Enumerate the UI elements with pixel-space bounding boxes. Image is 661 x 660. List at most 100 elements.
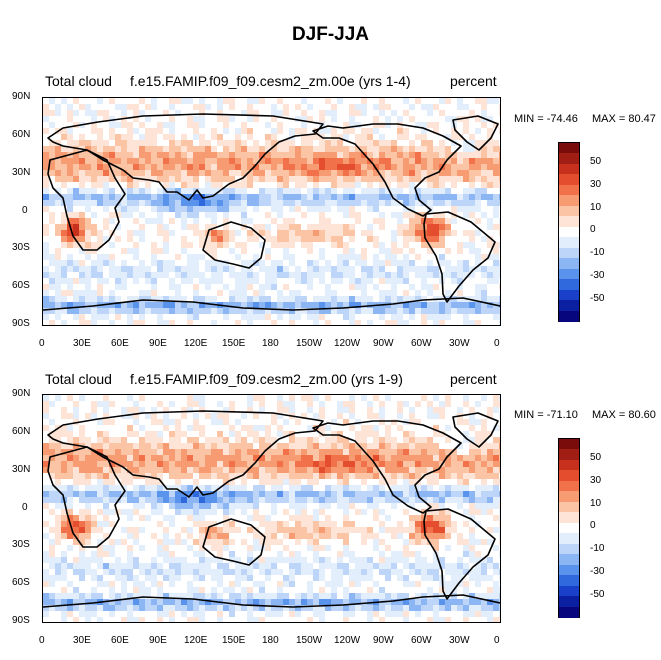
field-cell [475,515,482,522]
field-cell [289,248,296,255]
field-cell [421,122,428,129]
field-cell [289,407,296,414]
field-cell [343,158,350,165]
field-cell [193,290,200,297]
field-cell [337,278,344,285]
field-cell [481,284,488,291]
field-cell [139,425,146,432]
field-cell [103,116,110,123]
field-cell [145,515,152,522]
field-cell [247,515,254,522]
field-cell [301,104,308,111]
field-cell [229,479,236,486]
field-cell [151,521,158,528]
field-cell [235,407,242,414]
field-cell [451,104,458,111]
field-cell [325,395,332,402]
field-cell [439,491,446,498]
field-cell [499,140,500,147]
field-cell [439,242,446,249]
field-cell [181,443,188,450]
field-cell [427,533,434,540]
field-cell [169,116,176,123]
field-cell [343,122,350,129]
field-cell [343,302,350,309]
field-cell [487,176,494,183]
field-cell [103,413,110,420]
field-cell [247,479,254,486]
field-cell [463,539,470,546]
field-cell [283,284,290,291]
field-cell [49,140,56,147]
field-cell [259,98,266,105]
field-cell [313,284,320,291]
field-cell [295,158,302,165]
field-cell [259,122,266,129]
field-cell [259,437,266,444]
field-cell [475,314,482,321]
field-cell [355,401,362,408]
field-cell [169,122,176,129]
field-cell [307,407,314,414]
field-cell [193,314,200,321]
field-cell [193,401,200,408]
field-cell [139,290,146,297]
field-cell [157,473,164,480]
field-cell [277,473,284,480]
field-cell [163,272,170,279]
panel-1-colorbar [558,142,580,322]
field-cell [349,461,356,468]
field-cell [247,230,254,237]
field-cell [493,539,500,546]
field-cell [97,431,104,438]
field-cell [337,314,344,321]
field-cell [319,296,326,303]
field-cell [115,545,122,552]
field-cell [259,230,266,237]
field-cell [355,527,362,534]
field-cell [421,497,428,504]
field-cell [415,320,422,325]
field-cell [223,407,230,414]
field-cell [259,242,266,249]
field-cell [481,182,488,189]
field-cell [469,272,476,279]
field-cell [367,443,374,450]
field-cell [133,122,140,129]
field-cell [433,479,440,486]
field-cell [145,431,152,438]
field-cell [403,248,410,255]
field-cell [61,419,68,426]
field-cell [349,479,356,486]
field-cell [97,443,104,450]
field-cell [307,308,314,315]
field-cell [157,272,164,279]
australia-coastline [202,221,266,269]
field-cell [43,110,50,117]
field-cell [391,539,398,546]
field-cell [355,407,362,414]
field-cell [445,104,452,111]
field-cell [229,278,236,285]
field-cell [391,497,398,504]
field-cell [349,272,356,279]
field-cell [295,497,302,504]
field-cell [337,407,344,414]
field-cell [121,236,128,243]
field-cell [175,164,182,171]
field-cell [481,272,488,279]
field-cell [175,278,182,285]
field-cell [73,290,80,297]
field-cell [337,188,344,195]
field-cell [379,539,386,546]
field-cell [85,425,92,432]
field-cell [421,284,428,291]
field-cell [283,254,290,261]
field-cell [403,533,410,540]
field-cell [67,146,74,153]
field-cell [97,194,104,201]
field-cell [79,278,86,285]
field-cell [91,164,98,171]
field-cell [301,98,308,105]
field-cell [319,164,326,171]
